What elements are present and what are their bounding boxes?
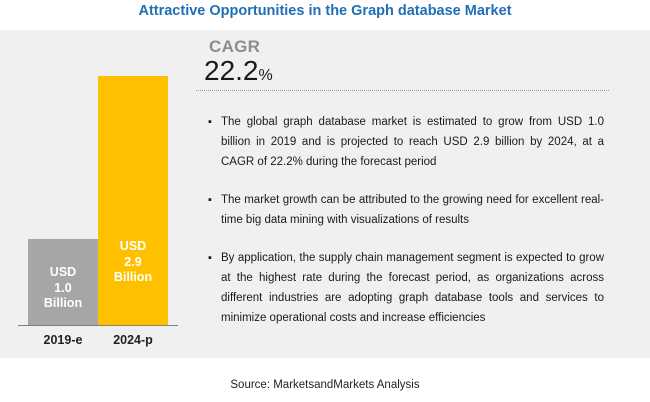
bullet-item: ▪ By application, the supply chain manag…: [208, 248, 604, 328]
bar-chart: USD 1.0 Billion 2019-e USD 2.9 Billion 2024…: [0, 30, 190, 360]
bullet-item: ▪ The global graph database market is es…: [208, 112, 604, 172]
x-tick-label: 2024-p: [113, 333, 153, 347]
x-tick-label: 2019-e: [43, 333, 83, 347]
bullet-icon: ▪: [208, 194, 212, 206]
bar-data-label: USD 2.9 Billion: [113, 239, 153, 284]
cagr-number: 22.2: [204, 55, 259, 86]
cagr-value: 22.2%: [204, 55, 273, 87]
bullet-item: ▪ The market growth can be attributed to…: [208, 190, 604, 230]
bullet-text: By application, the supply chain managem…: [221, 252, 604, 324]
bullet-text: The global graph database market is esti…: [221, 116, 604, 168]
bar-data-label: USD 1.0 Billion: [43, 265, 83, 310]
x-axis-baseline: [18, 325, 178, 326]
cagr-block: CAGR 22.2%: [204, 36, 324, 92]
bar-2019-e: [28, 239, 98, 325]
cagr-unit: %: [258, 67, 273, 84]
dotted-divider: [196, 90, 609, 91]
chart-title: Attractive Opportunities in the Graph da…: [138, 3, 512, 19]
source-note: Source: MarketsandMarkets Analysis: [230, 379, 420, 391]
bullet-text: The market growth can be attributed to t…: [221, 194, 604, 226]
bullet-icon: ▪: [208, 116, 212, 128]
bar-2024-p: [98, 76, 168, 325]
bullet-list: ▪ The global graph database market is es…: [208, 112, 604, 328]
bullet-icon: ▪: [208, 252, 212, 264]
cagr-label: CAGR: [209, 37, 261, 56]
